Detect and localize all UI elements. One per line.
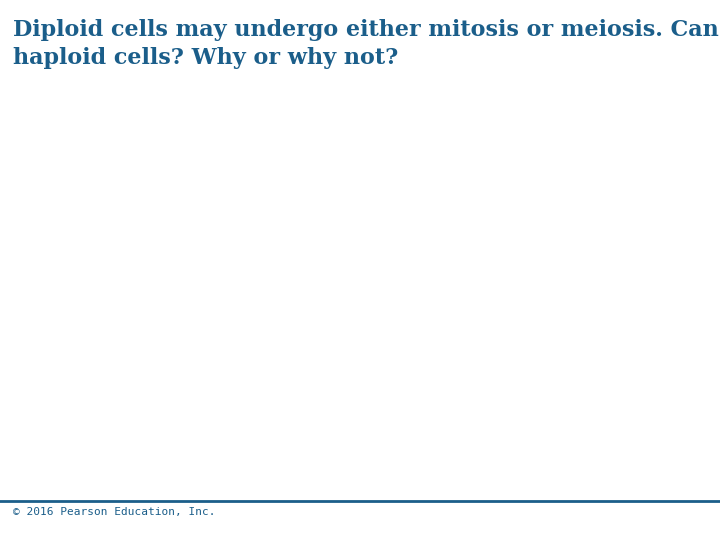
- Text: Diploid cells may undergo either mitosis or meiosis. Can
haploid cells? Why or w: Diploid cells may undergo either mitosis…: [13, 19, 719, 69]
- Text: © 2016 Pearson Education, Inc.: © 2016 Pearson Education, Inc.: [13, 507, 215, 517]
